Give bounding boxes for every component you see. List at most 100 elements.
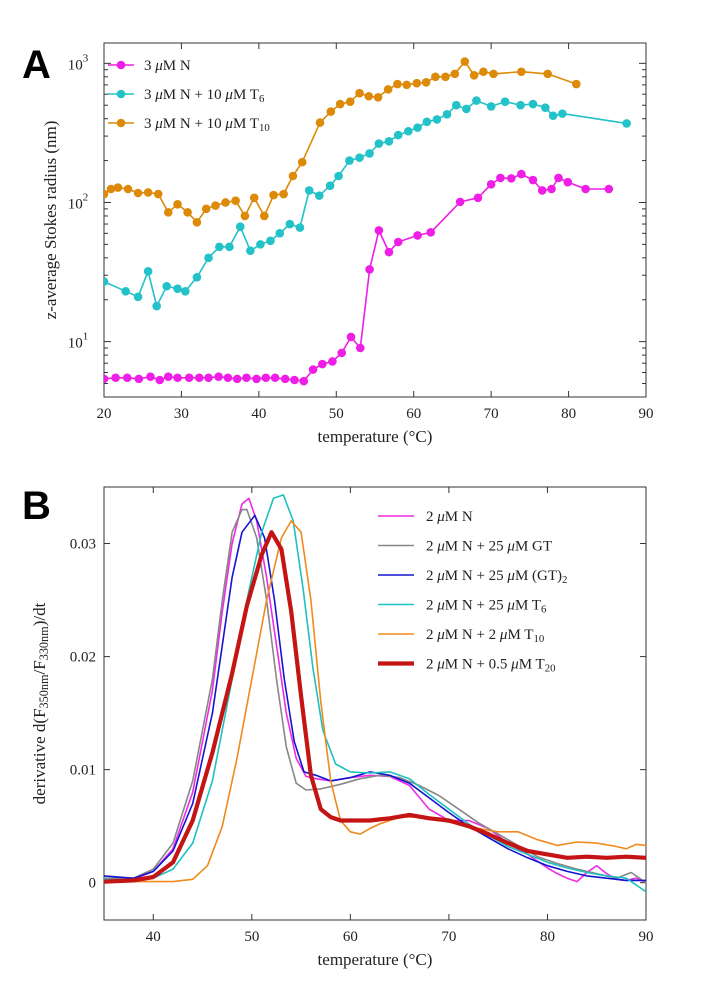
data-point: [288, 171, 298, 181]
data-point: [104, 374, 109, 384]
data-point: [462, 104, 471, 114]
y-tick-label: 0.01: [70, 763, 96, 779]
data-point: [225, 242, 234, 252]
data-point: [163, 208, 173, 217]
data-point: [106, 184, 116, 194]
data-point: [486, 102, 496, 111]
data-point: [479, 67, 488, 77]
plot-area: [104, 57, 631, 386]
data-point: [469, 71, 479, 80]
data-point: [543, 69, 552, 79]
x-tick-label: 40: [251, 406, 266, 422]
data-point: [155, 375, 165, 385]
data-point: [123, 184, 133, 194]
data-point: [280, 374, 290, 384]
x-tick-label: 50: [244, 929, 259, 945]
legend: 3 μM N 3 μM N + 10 μM T6 3 μM N + 10 μM T1…: [108, 58, 270, 134]
data-point: [393, 130, 403, 140]
data-point: [517, 67, 526, 77]
data-point: [334, 171, 343, 181]
data-point: [548, 111, 558, 121]
data-point: [184, 373, 194, 383]
data-point: [355, 153, 364, 162]
data-point: [308, 365, 318, 374]
legend-entry: 3 μM N: [144, 58, 191, 74]
data-point: [373, 93, 383, 102]
data-point: [374, 139, 384, 148]
data-point: [299, 376, 309, 386]
panel-letter: A: [22, 43, 51, 87]
data-point: [111, 373, 120, 383]
data-point: [314, 191, 324, 200]
legend-entry: 3 μM N + 10 μM T10: [144, 116, 270, 134]
data-point: [256, 240, 265, 249]
data-point: [506, 174, 516, 183]
data-point: [516, 100, 525, 110]
data-point: [104, 277, 109, 286]
data-point: [365, 265, 374, 274]
x-axis-label: temperature (°C): [318, 950, 433, 969]
x-tick-label: 20: [97, 406, 112, 422]
data-point: [426, 228, 436, 237]
data-point: [455, 197, 465, 207]
data-point: [486, 180, 496, 189]
data-point: [442, 110, 452, 119]
data-point: [547, 184, 556, 194]
y-tick-label: 102: [68, 191, 89, 212]
data-point: [162, 281, 172, 291]
data-point: [337, 348, 347, 358]
data-point: [183, 208, 192, 217]
data-point: [133, 188, 143, 198]
series-line: [104, 508, 646, 884]
series-line: [104, 497, 646, 884]
legend: 2 μM N 2 μM N + 25 μM GT 2 μM N + 25 μM (G…: [378, 509, 567, 675]
y-tick-label: 0: [89, 876, 97, 892]
data-point: [315, 118, 325, 127]
data-point: [235, 222, 245, 231]
legend-marker: [116, 89, 126, 99]
data-point: [285, 219, 295, 229]
y-tick-label: 103: [68, 52, 89, 73]
data-point: [232, 374, 242, 384]
data-point: [489, 69, 498, 79]
data-point: [604, 184, 614, 194]
data-point: [558, 109, 567, 118]
y-tick-label: 0.03: [70, 537, 96, 553]
data-point: [266, 236, 275, 246]
legend-entry: 2 μM N + 2 μM T10: [426, 627, 544, 645]
data-point: [181, 286, 190, 296]
data-point: [192, 272, 202, 282]
data-point: [364, 91, 374, 101]
data-point: [541, 103, 550, 112]
data-point: [472, 96, 481, 105]
data-point: [346, 332, 356, 342]
data-point: [622, 119, 631, 128]
legend-entry: 2 μM N + 25 μM (GT)2: [426, 568, 567, 586]
data-point: [528, 99, 538, 109]
data-point: [537, 186, 547, 195]
data-point: [214, 372, 223, 381]
data-point: [452, 100, 461, 110]
data-point: [355, 88, 364, 98]
data-point: [152, 301, 161, 311]
data-point: [163, 372, 173, 381]
legend-entry: 2 μM N + 0.5 μM T20: [426, 657, 555, 675]
x-axis-label: temperature (°C): [318, 427, 433, 446]
data-point: [500, 97, 510, 106]
data-point: [460, 57, 470, 66]
data-point: [201, 204, 211, 214]
data-point: [432, 115, 442, 124]
data-point: [290, 375, 299, 385]
legend-marker: [116, 60, 126, 70]
data-point: [318, 359, 327, 369]
x-tick-label: 80: [540, 929, 555, 945]
data-point: [269, 190, 278, 200]
data-point: [173, 200, 182, 209]
series-line: [104, 173, 610, 382]
data-point: [204, 253, 213, 263]
data-point: [581, 184, 590, 194]
data-point: [133, 292, 143, 302]
series-line: [104, 530, 646, 884]
data-point: [104, 189, 109, 199]
